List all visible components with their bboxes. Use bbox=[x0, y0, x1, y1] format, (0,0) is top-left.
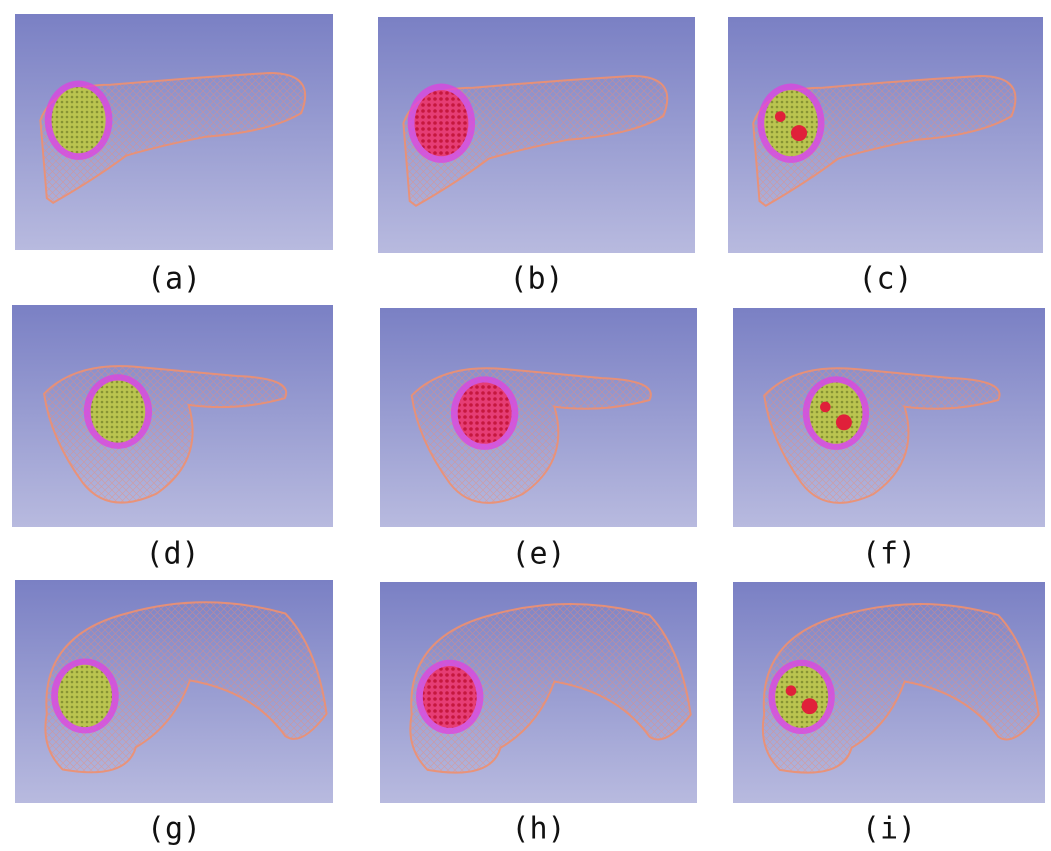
tumor-core bbox=[458, 382, 512, 443]
tumor-core bbox=[58, 665, 112, 727]
tumor-red-spot bbox=[820, 402, 831, 413]
tumor-red-spot bbox=[775, 111, 786, 122]
tumor-core bbox=[423, 666, 477, 728]
page: (a)(b)(c)(d)(e)(f)(g)(h)(i) (() => { con… bbox=[0, 0, 1051, 851]
panel-label: (a) bbox=[147, 262, 201, 297]
panel bbox=[733, 308, 1045, 527]
tumor-core bbox=[414, 90, 468, 156]
panel bbox=[728, 17, 1043, 253]
panel bbox=[380, 308, 697, 527]
panel-label: (d) bbox=[145, 537, 199, 572]
panel bbox=[733, 582, 1045, 803]
panel-label: (c) bbox=[858, 262, 912, 297]
panel bbox=[15, 580, 333, 803]
tumor-red-spot bbox=[802, 698, 818, 714]
panel bbox=[378, 17, 695, 253]
panel-label: (b) bbox=[509, 262, 563, 297]
figure: (a) (b) (c) (d) (e) (f) (g) (h) (i) bbox=[0, 0, 1051, 851]
tumor-red-spot bbox=[786, 685, 797, 696]
tumor-red-spot bbox=[836, 414, 852, 430]
panel bbox=[15, 14, 333, 250]
tumor-core bbox=[764, 90, 818, 156]
panel bbox=[380, 582, 697, 803]
panel-label: (g) bbox=[147, 812, 201, 847]
panel-label: (h) bbox=[511, 812, 565, 847]
panel-label: (f) bbox=[862, 537, 916, 572]
panel-label: (e) bbox=[511, 537, 565, 572]
tumor-core bbox=[809, 382, 862, 443]
panel-label: (i) bbox=[862, 812, 916, 847]
tumor-core bbox=[91, 380, 146, 442]
tumor-core bbox=[775, 666, 828, 728]
tumor-red-spot bbox=[791, 125, 807, 141]
tumor-core bbox=[52, 87, 106, 153]
panel bbox=[12, 305, 333, 527]
